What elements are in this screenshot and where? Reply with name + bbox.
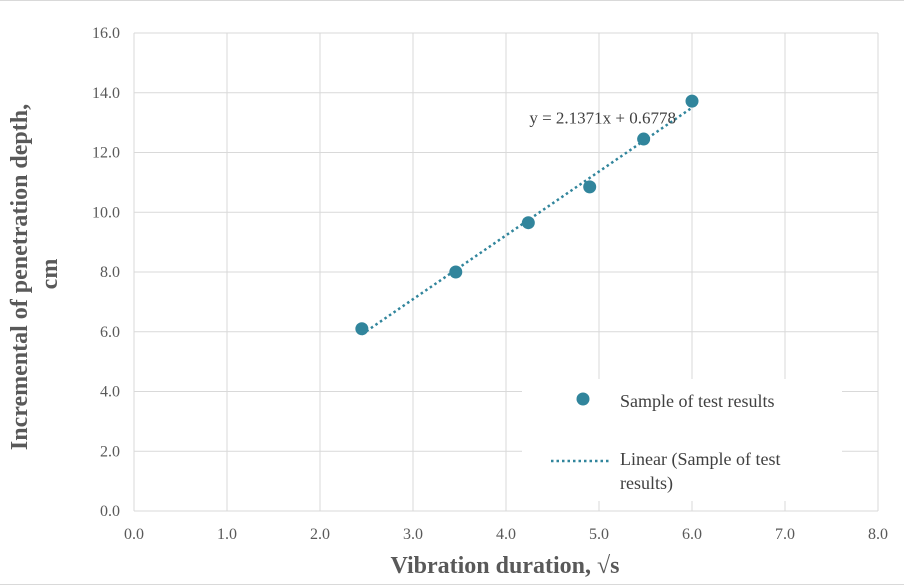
x-tick-label: 3.0	[403, 526, 423, 543]
x-axis-title: Vibration duration, √s	[391, 553, 620, 579]
x-axis-ticks: 0.0 1.0 2.0 3.0 4.0 5.0 6.0 7.0 8.0	[124, 526, 888, 543]
data-point	[355, 322, 369, 336]
y-tick-label: 10.0	[92, 204, 120, 221]
data-point	[583, 180, 597, 194]
y-axis-title: Incremental of penetration depth, cm	[7, 98, 63, 450]
grid	[133, 32, 879, 512]
legend-label-sample: Sample of test results	[620, 391, 774, 411]
legend-label-linear-line-2: results)	[620, 473, 673, 494]
data-point	[521, 216, 535, 230]
x-tick-label: 2.0	[310, 526, 330, 543]
x-tick-label: 6.0	[682, 526, 702, 543]
y-tick-label: 12.0	[92, 145, 120, 162]
y-axis-title-line-1: Incremental of penetration depth,	[7, 104, 33, 450]
series-layer	[355, 94, 699, 336]
y-axis-title-line-2: cm	[37, 259, 63, 290]
y-tick-label: 8.0	[100, 264, 120, 281]
legend-label-linear: Linear (Sample of test results)	[620, 449, 785, 494]
legend-label-linear-line-1: Linear (Sample of test	[620, 449, 780, 470]
y-tick-label: 0.0	[100, 503, 120, 520]
y-tick-label: 6.0	[100, 324, 120, 341]
x-tick-label: 7.0	[775, 526, 795, 543]
data-point	[449, 265, 463, 279]
legend-marker-icon	[576, 392, 590, 406]
data-point	[637, 132, 651, 146]
x-tick-label: 8.0	[868, 526, 888, 543]
x-tick-label: 0.0	[124, 526, 144, 543]
y-tick-label: 4.0	[100, 384, 120, 401]
legend-background	[522, 379, 842, 501]
data-point	[685, 94, 699, 108]
y-tick-label: 16.0	[92, 25, 120, 42]
legend: Sample of test results Linear (Sample of…	[522, 379, 842, 501]
y-axis-ticks: 0.0 2.0 4.0 6.0 8.0 10.0 12.0 14.0 16.0	[92, 25, 120, 520]
trendline-equation: y = 2.1371x + 0.6778	[529, 109, 676, 128]
x-tick-label: 5.0	[589, 526, 609, 543]
y-tick-label: 2.0	[100, 443, 120, 460]
y-tick-label: 14.0	[92, 85, 120, 102]
x-tick-label: 1.0	[217, 526, 237, 543]
x-tick-label: 4.0	[496, 526, 516, 543]
